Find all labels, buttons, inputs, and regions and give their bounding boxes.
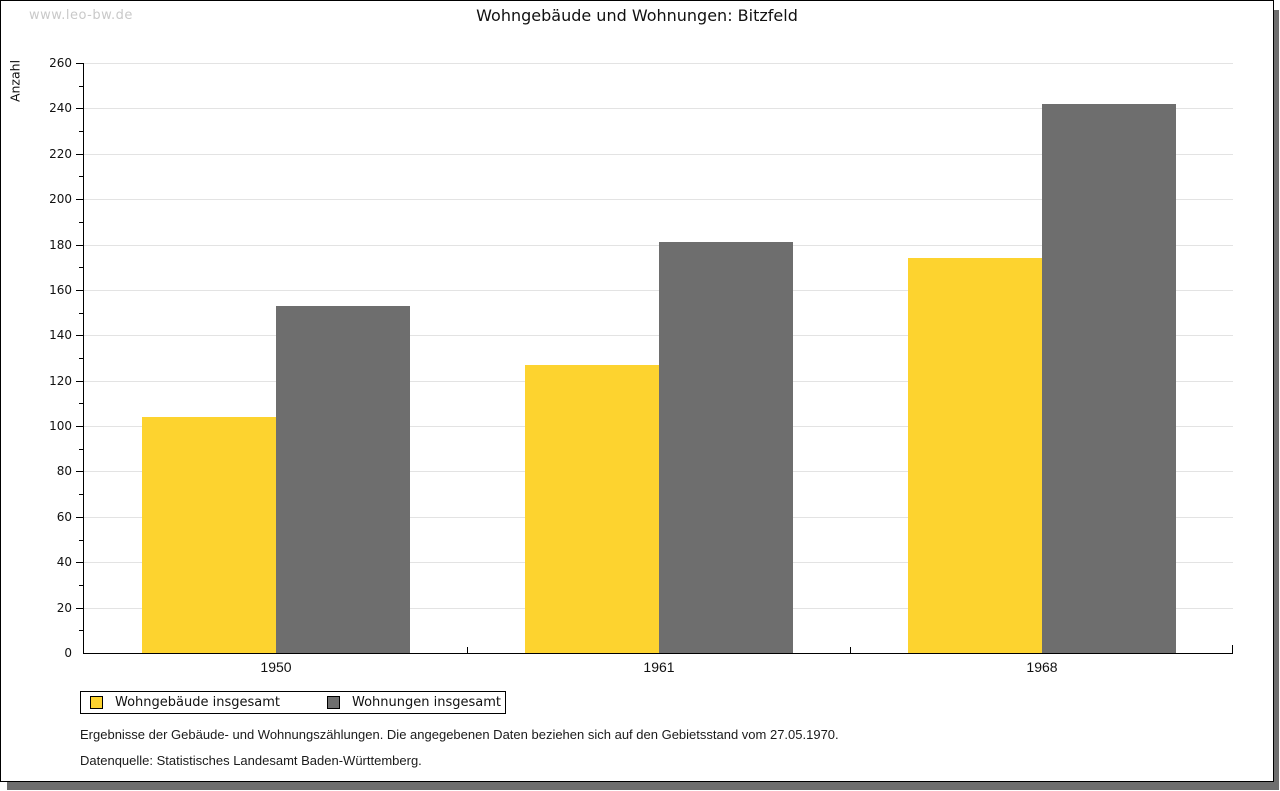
y-tick-label-240: 240 — [49, 101, 72, 115]
legend-item-wohngebaeude: Wohngebäude insgesamt — [90, 695, 280, 710]
y-tick-120 — [76, 381, 84, 382]
y-tick-label-100: 100 — [49, 419, 72, 433]
y-tick-40 — [76, 562, 84, 563]
y-minor-tick-130 — [79, 358, 84, 359]
gridline-160 — [84, 290, 1233, 291]
gridline-220 — [84, 154, 1233, 155]
bar-wohnungen-1950 — [276, 306, 410, 653]
y-tick-label-140: 140 — [49, 328, 72, 342]
x-axis-end-cap — [1232, 645, 1233, 653]
bar-wohngebaeude-1968 — [908, 258, 1042, 653]
y-tick-label-60: 60 — [56, 510, 72, 524]
y-minor-tick-50 — [79, 540, 84, 541]
y-minor-tick-150 — [79, 313, 84, 314]
y-minor-tick-190 — [79, 222, 84, 223]
y-tick-label-200: 200 — [49, 192, 72, 206]
y-tick-label-260: 260 — [49, 56, 72, 70]
footnote-line-1: Ergebnisse der Gebäude- und Wohnungszähl… — [80, 727, 839, 742]
y-tick-220 — [76, 154, 84, 155]
bar-wohnungen-1968 — [1042, 104, 1176, 653]
legend-swatch-icon — [327, 696, 340, 709]
y-tick-label-120: 120 — [49, 374, 72, 388]
y-tick-label-40: 40 — [56, 555, 72, 569]
y-minor-tick-170 — [79, 267, 84, 268]
y-tick-260 — [76, 63, 84, 64]
y-tick-100 — [76, 426, 84, 427]
gridline-240 — [84, 108, 1233, 109]
legend-swatch-icon — [90, 696, 103, 709]
x-boundary-tick-2 — [850, 647, 851, 653]
y-tick-240 — [76, 108, 84, 109]
x-boundary-tick-1 — [467, 647, 468, 653]
y-axis-label: Anzahl — [7, 59, 23, 103]
y-tick-label-220: 220 — [49, 147, 72, 161]
x-axis-label-1950: 1950 — [260, 659, 292, 675]
legend-label: Wohnungen insgesamt — [352, 695, 501, 710]
gridline-260 — [84, 63, 1233, 64]
chart-title: Wohngebäude und Wohnungen: Bitzfeld — [476, 6, 798, 25]
y-tick-80 — [76, 471, 84, 472]
y-tick-label-180: 180 — [49, 238, 72, 252]
y-minor-tick-110 — [79, 403, 84, 404]
y-tick-label-0: 0 — [64, 646, 72, 660]
y-minor-tick-30 — [79, 585, 84, 586]
gridline-200 — [84, 199, 1233, 200]
footnote-line-2: Datenquelle: Statistisches Landesamt Bad… — [80, 753, 422, 768]
y-tick-label-160: 160 — [49, 283, 72, 297]
legend-label: Wohngebäude insgesamt — [115, 695, 280, 710]
y-tick-label-20: 20 — [56, 601, 72, 615]
y-tick-180 — [76, 245, 84, 246]
gridline-180 — [84, 245, 1233, 246]
y-tick-200 — [76, 199, 84, 200]
x-axis-label-1961: 1961 — [643, 659, 675, 675]
x-axis-label-1968: 1968 — [1026, 659, 1058, 675]
bar-wohngebaeude-1950 — [142, 417, 276, 653]
plot-area: 0 20 40 60 80 100 120 140 160 180 200 220 240 260 1950… — [49, 56, 1233, 675]
legend: Wohngebäude insgesamt Wohnungen insgesamt — [80, 691, 506, 714]
y-tick-label-80: 80 — [56, 464, 72, 478]
y-minor-tick-230 — [79, 131, 84, 132]
y-minor-tick-210 — [79, 176, 84, 177]
y-tick-20 — [76, 608, 84, 609]
y-tick-140 — [76, 335, 84, 336]
y-minor-tick-250 — [79, 86, 84, 87]
y-tick-60 — [76, 517, 84, 518]
y-minor-tick-90 — [79, 449, 84, 450]
bar-wohngebaeude-1961 — [525, 365, 659, 653]
y-minor-tick-10 — [79, 630, 84, 631]
legend-item-wohnungen: Wohnungen insgesamt — [327, 695, 501, 710]
watermark: www.leo-bw.de — [29, 8, 133, 23]
y-minor-tick-70 — [79, 494, 84, 495]
bar-wohnungen-1961 — [659, 242, 793, 653]
gridline-140 — [84, 335, 1233, 336]
y-tick-160 — [76, 290, 84, 291]
